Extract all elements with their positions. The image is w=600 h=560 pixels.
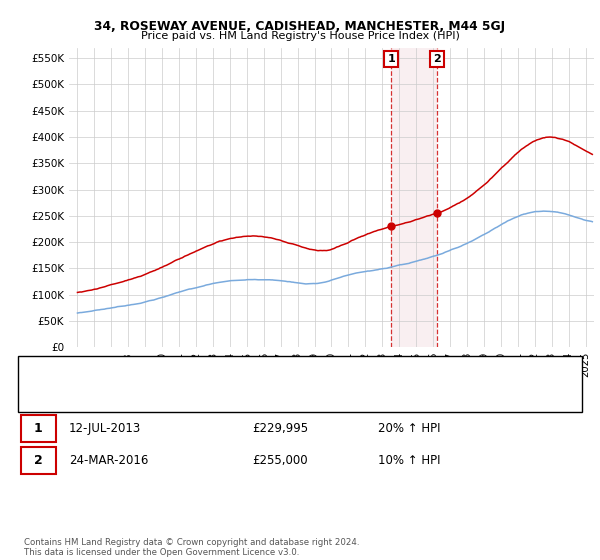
Text: £229,995: £229,995: [252, 422, 308, 435]
Text: 1: 1: [388, 54, 395, 64]
Text: Contains HM Land Registry data © Crown copyright and database right 2024.
This d: Contains HM Land Registry data © Crown c…: [24, 538, 359, 557]
Bar: [391, 48, 437, 347]
Text: 34, ROSEWAY AVENUE, CADISHEAD, MANCHESTER, M44 5GJ (detached house): 34, ROSEWAY AVENUE, CADISHEAD, MANCHESTE…: [81, 362, 488, 372]
Text: 12-JUL-2013: 12-JUL-2013: [69, 422, 141, 435]
Text: 1: 1: [34, 422, 43, 435]
Text: Price paid vs. HM Land Registry's House Price Index (HPI): Price paid vs. HM Land Registry's House …: [140, 31, 460, 41]
Text: 34, ROSEWAY AVENUE, CADISHEAD, MANCHESTER, M44 5GJ: 34, ROSEWAY AVENUE, CADISHEAD, MANCHESTE…: [94, 20, 506, 32]
Text: 2: 2: [34, 454, 43, 467]
Text: £255,000: £255,000: [252, 454, 308, 467]
Text: 24-MAR-2016: 24-MAR-2016: [69, 454, 148, 467]
Text: 10% ↑ HPI: 10% ↑ HPI: [378, 454, 440, 467]
Text: 2: 2: [433, 54, 441, 64]
Text: HPI: Average price, detached house, Salford: HPI: Average price, detached house, Salf…: [81, 387, 311, 397]
Text: 20% ↑ HPI: 20% ↑ HPI: [378, 422, 440, 435]
